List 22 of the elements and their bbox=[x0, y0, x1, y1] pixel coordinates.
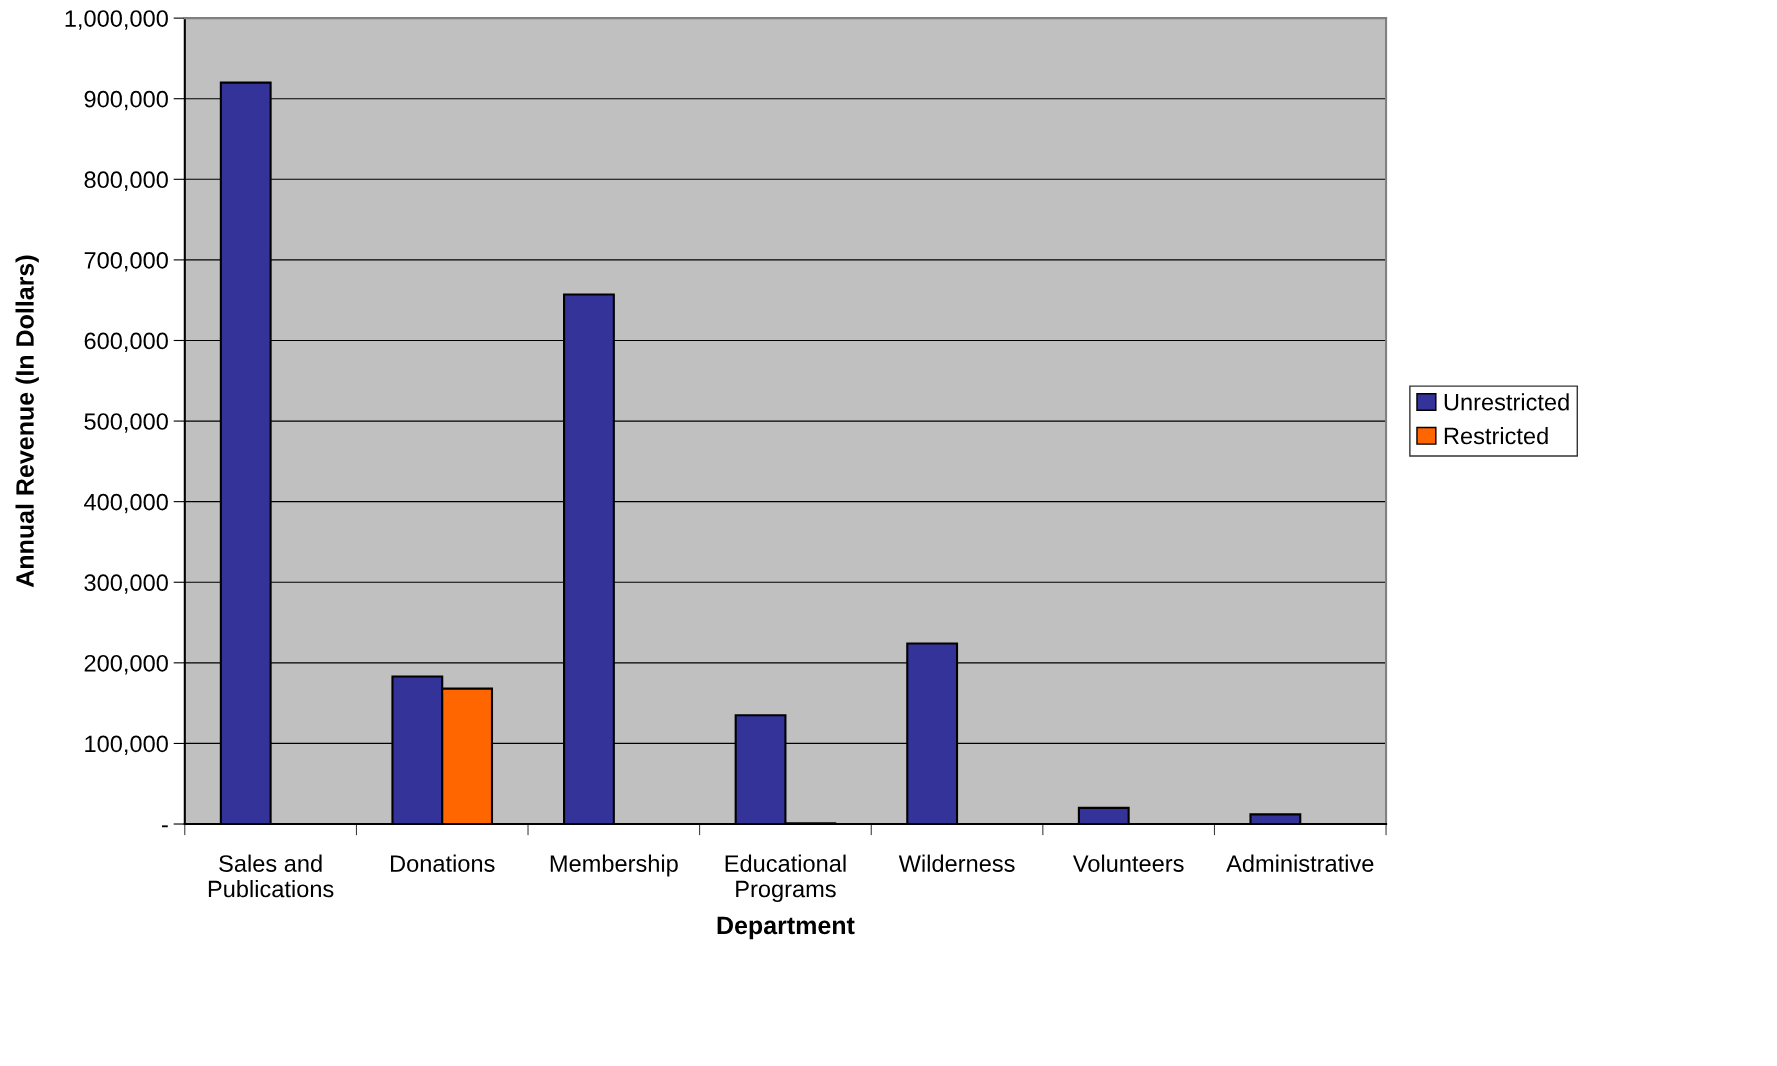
x-tick-label: Sales and Publications bbox=[208, 854, 334, 898]
y-tick-label: 900,000 bbox=[84, 90, 168, 111]
x-tick-label: Membership bbox=[550, 854, 678, 877]
y-tick-label: 1,000,000 bbox=[65, 10, 168, 30]
legend-label: Unrestricted bbox=[1444, 393, 1569, 411]
y-tick-label: 500,000 bbox=[84, 413, 168, 433]
y-axis-title: Annual Revenue (In Dollars) bbox=[15, 255, 39, 588]
y-tick-label: 100,000 bbox=[85, 735, 168, 756]
y-tick-label: - bbox=[162, 825, 168, 828]
x-tick-label: Educational Programs bbox=[725, 854, 846, 903]
y-tick-label: 200,000 bbox=[84, 654, 168, 675]
x-axis-title: Department bbox=[717, 916, 855, 940]
y-tick-label: 700,000 bbox=[84, 251, 168, 272]
y-tick-label: 600,000 bbox=[84, 332, 168, 353]
x-tick-label: Administrative bbox=[1226, 854, 1374, 872]
x-tick-label: Wilderness bbox=[898, 854, 1015, 872]
y-tick-label: 400,000 bbox=[84, 493, 168, 514]
legend-label: Restricted bbox=[1444, 426, 1548, 445]
x-tick-label: Donations bbox=[391, 854, 495, 872]
x-tick-label: Volunteers bbox=[1072, 854, 1184, 872]
y-tick-label: 300,000 bbox=[84, 574, 168, 594]
y-tick-label: 800,000 bbox=[84, 171, 168, 191]
